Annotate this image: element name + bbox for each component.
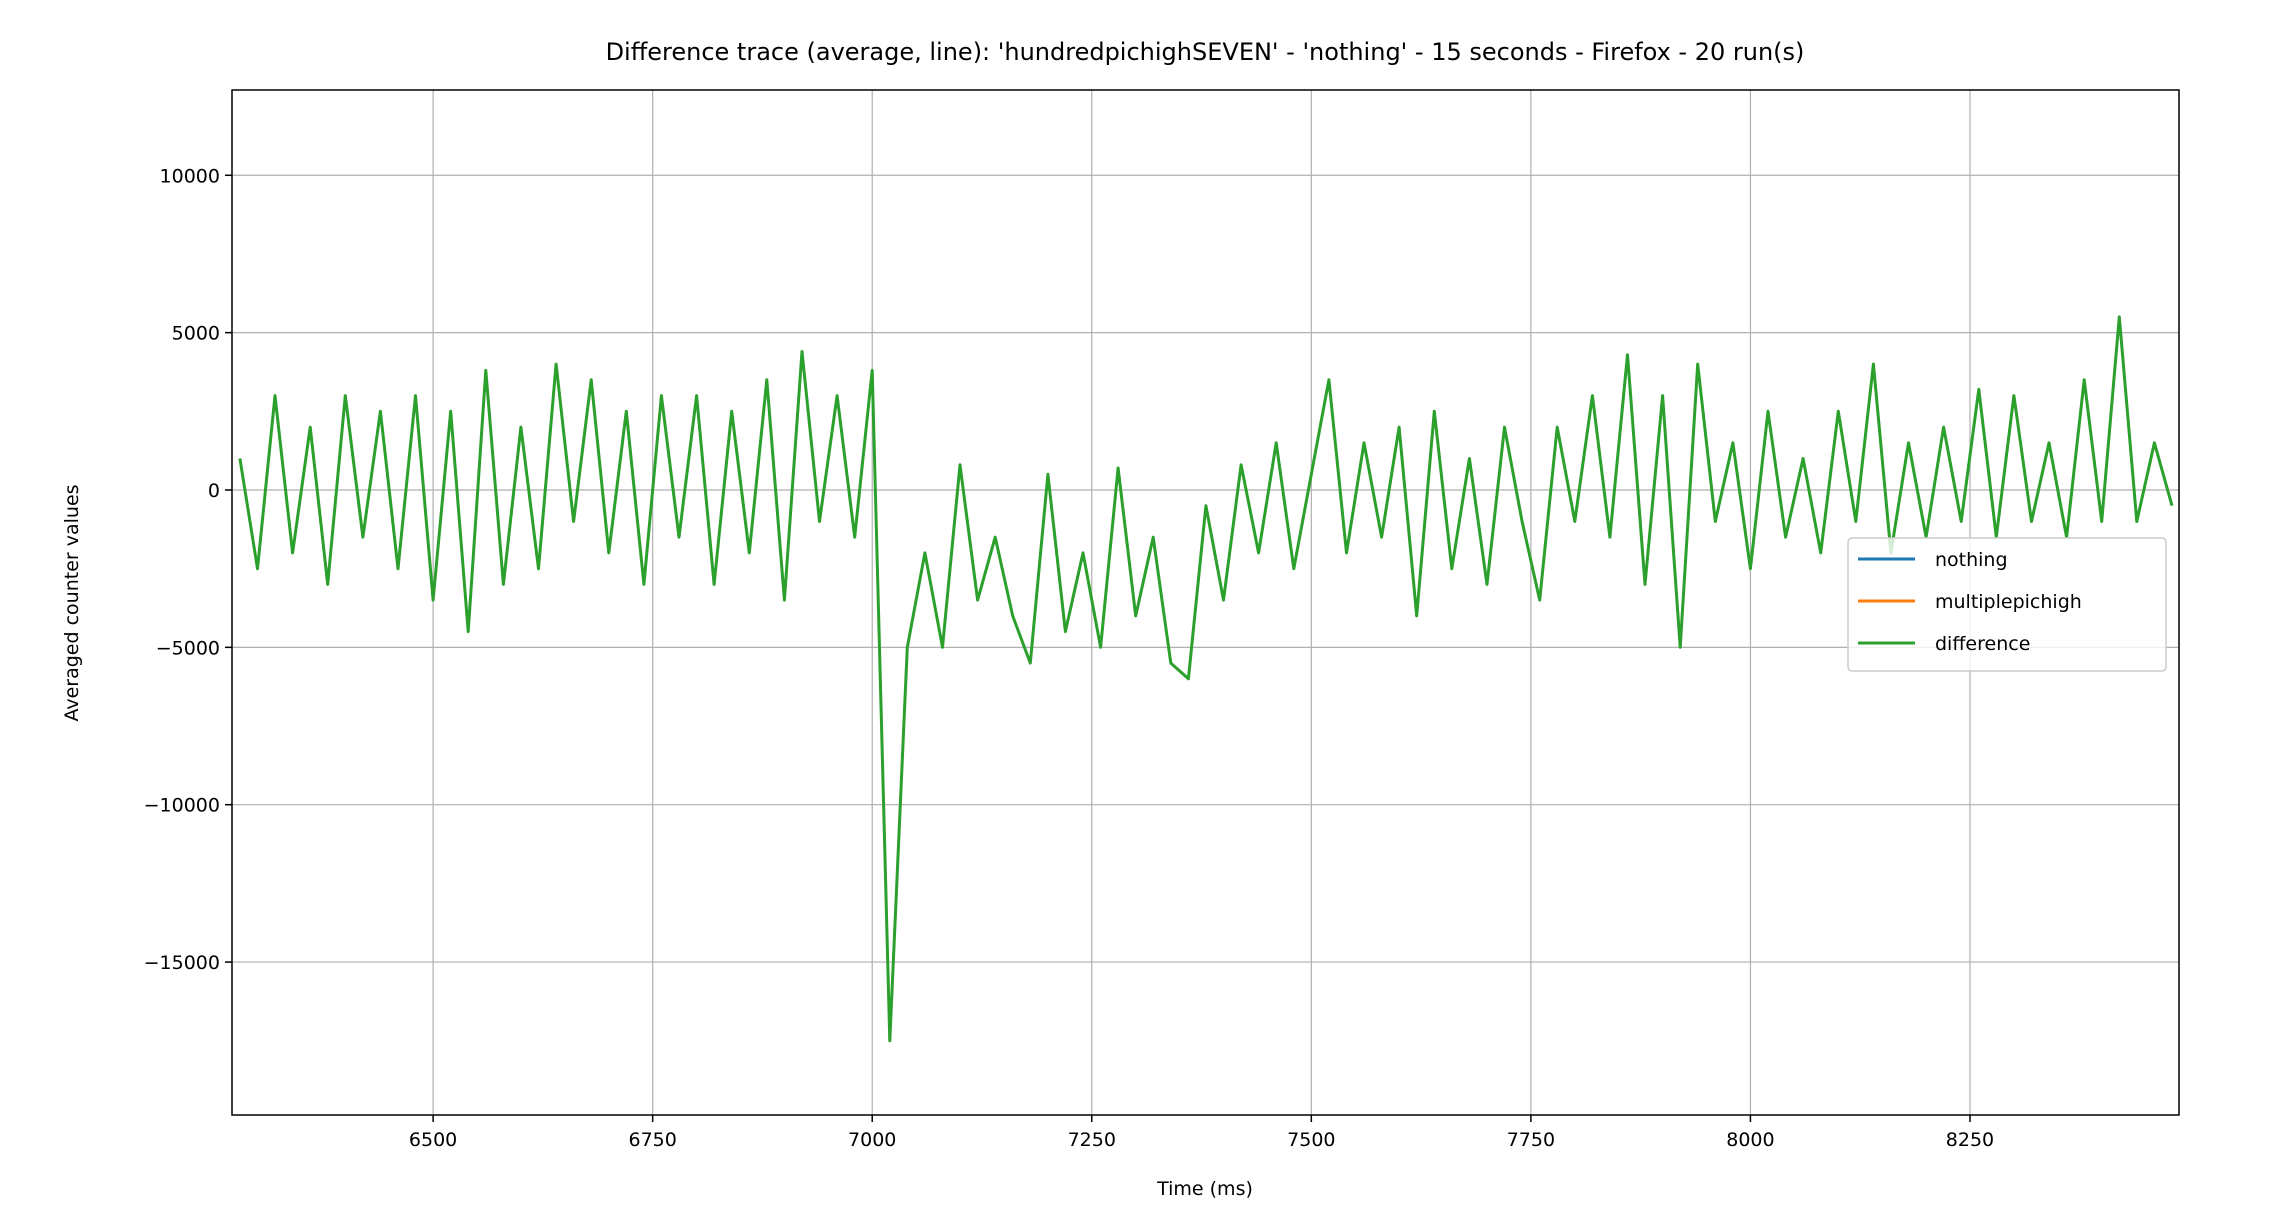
legend-label: multiplepichigh [1935, 591, 2082, 613]
x-tick-label: 6500 [409, 1129, 457, 1151]
x-tick-label: 8000 [1726, 1129, 1774, 1151]
legend: nothing multiplepichigh difference [1847, 537, 2167, 672]
y-tick-label: 0 [208, 480, 220, 502]
plot-frame [231, 89, 2180, 1116]
legend-label: nothing [1935, 549, 2008, 571]
x-tick-label: 7000 [848, 1129, 896, 1151]
y-axis-label: Averaged counter values [61, 484, 83, 721]
x-tick-label: 7500 [1287, 1129, 1335, 1151]
legend-label: difference [1935, 633, 2030, 655]
plot-lines [238, 315, 2174, 1043]
x-axis-label: Time (ms) [1156, 1178, 1253, 1200]
x-tick-label: 6750 [628, 1129, 676, 1151]
y-tick-label: −10000 [144, 795, 220, 817]
series-line [238, 315, 2174, 1043]
x-tick-label: 8250 [1946, 1129, 1994, 1151]
x-tick-label: 7250 [1068, 1129, 1116, 1151]
grid [232, 90, 2179, 1115]
y-tick-label: −5000 [156, 637, 220, 659]
chart-title: Difference trace (average, line): 'hundr… [606, 38, 1805, 66]
ticks: 6500 6750 7000 7250 7500 7750 8000 8250 −15000 −1… [144, 165, 1995, 1151]
y-tick-label: −15000 [144, 952, 220, 974]
x-tick-label: 7750 [1507, 1129, 1555, 1151]
legend-box [1847, 537, 2167, 672]
y-tick-label: 5000 [172, 323, 220, 345]
y-tick-label: 10000 [160, 165, 220, 187]
